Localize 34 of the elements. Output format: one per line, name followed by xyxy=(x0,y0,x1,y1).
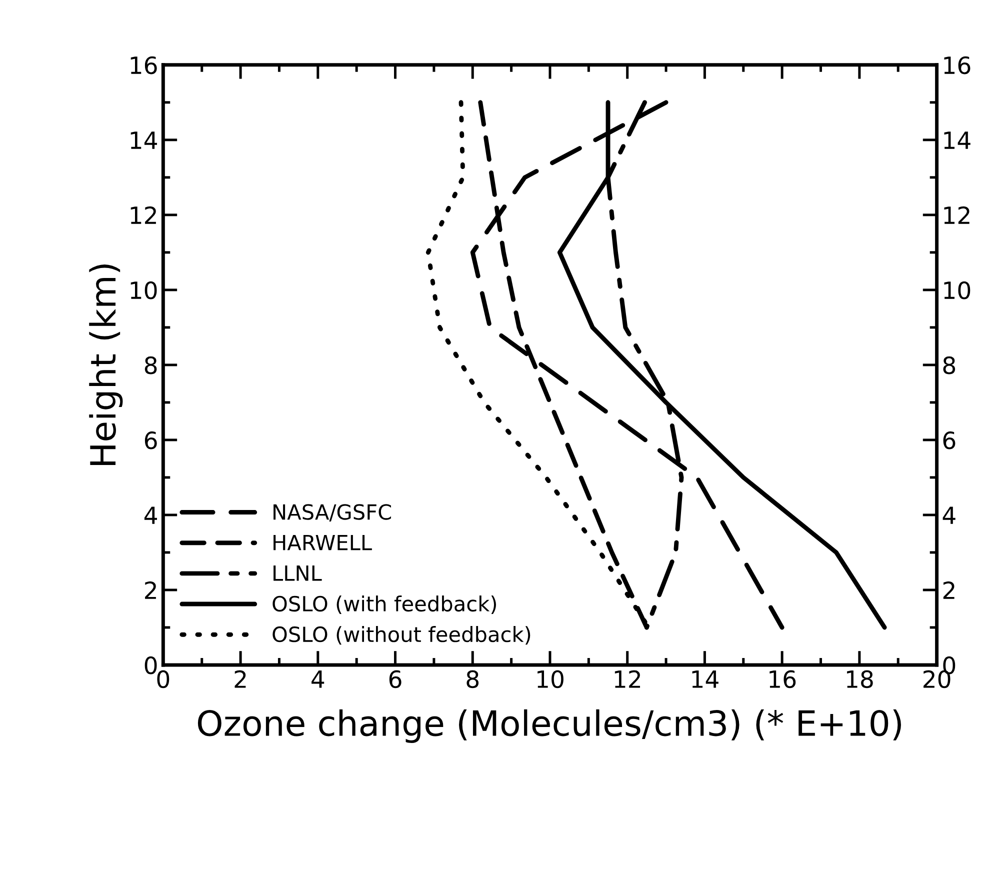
y-tick-label: 14 xyxy=(130,132,157,149)
x-tick-label: 10 xyxy=(538,670,564,688)
y2-tick-label: 16 xyxy=(944,56,970,74)
y-tick-label: 6 xyxy=(144,431,157,450)
x-tick-label: 4 xyxy=(312,670,324,688)
y-tick-label: 2 xyxy=(145,581,156,599)
x-tick-label: 14 xyxy=(692,670,718,688)
legend-label: OSLO (without feedback) xyxy=(272,626,530,645)
legend-label: OSLO (with feedback) xyxy=(272,595,496,614)
x-tick-label: 6 xyxy=(389,670,402,688)
y-tick-label: 16 xyxy=(130,56,157,74)
x-tick-label: 16 xyxy=(770,670,796,688)
legend-label: HARWELL xyxy=(274,534,372,550)
y-tick-label: 8 xyxy=(144,356,157,374)
y2-tick-label: 6 xyxy=(943,431,956,450)
x-tick-label: 18 xyxy=(847,670,873,688)
y-tick-label: 4 xyxy=(144,506,157,524)
y-tick-label: 0 xyxy=(144,656,157,674)
legend-label: NASA/GSFC xyxy=(274,504,391,522)
x-tick-label: 0 xyxy=(157,670,170,688)
legend-label: LLNL xyxy=(274,566,322,581)
y-axis-title: Height (km) xyxy=(89,264,123,465)
y2-tick-label: 2 xyxy=(943,581,954,599)
x-tick-label: 12 xyxy=(614,670,640,688)
y2-tick-label: 14 xyxy=(944,132,970,149)
y2-tick-label: 8 xyxy=(943,356,956,374)
y-tick-label: 10 xyxy=(130,281,157,300)
x-tick-label: 2 xyxy=(234,670,246,688)
x-axis-title: Ozone change (Molecules/cm3) (* E+10) xyxy=(198,709,901,743)
y2-tick-label: 10 xyxy=(944,281,970,300)
y2-tick-label: 12 xyxy=(944,206,970,224)
x-tick-label: 8 xyxy=(466,670,479,688)
y2-tick-label: 4 xyxy=(942,506,956,524)
y-tick-label: 12 xyxy=(130,206,156,224)
